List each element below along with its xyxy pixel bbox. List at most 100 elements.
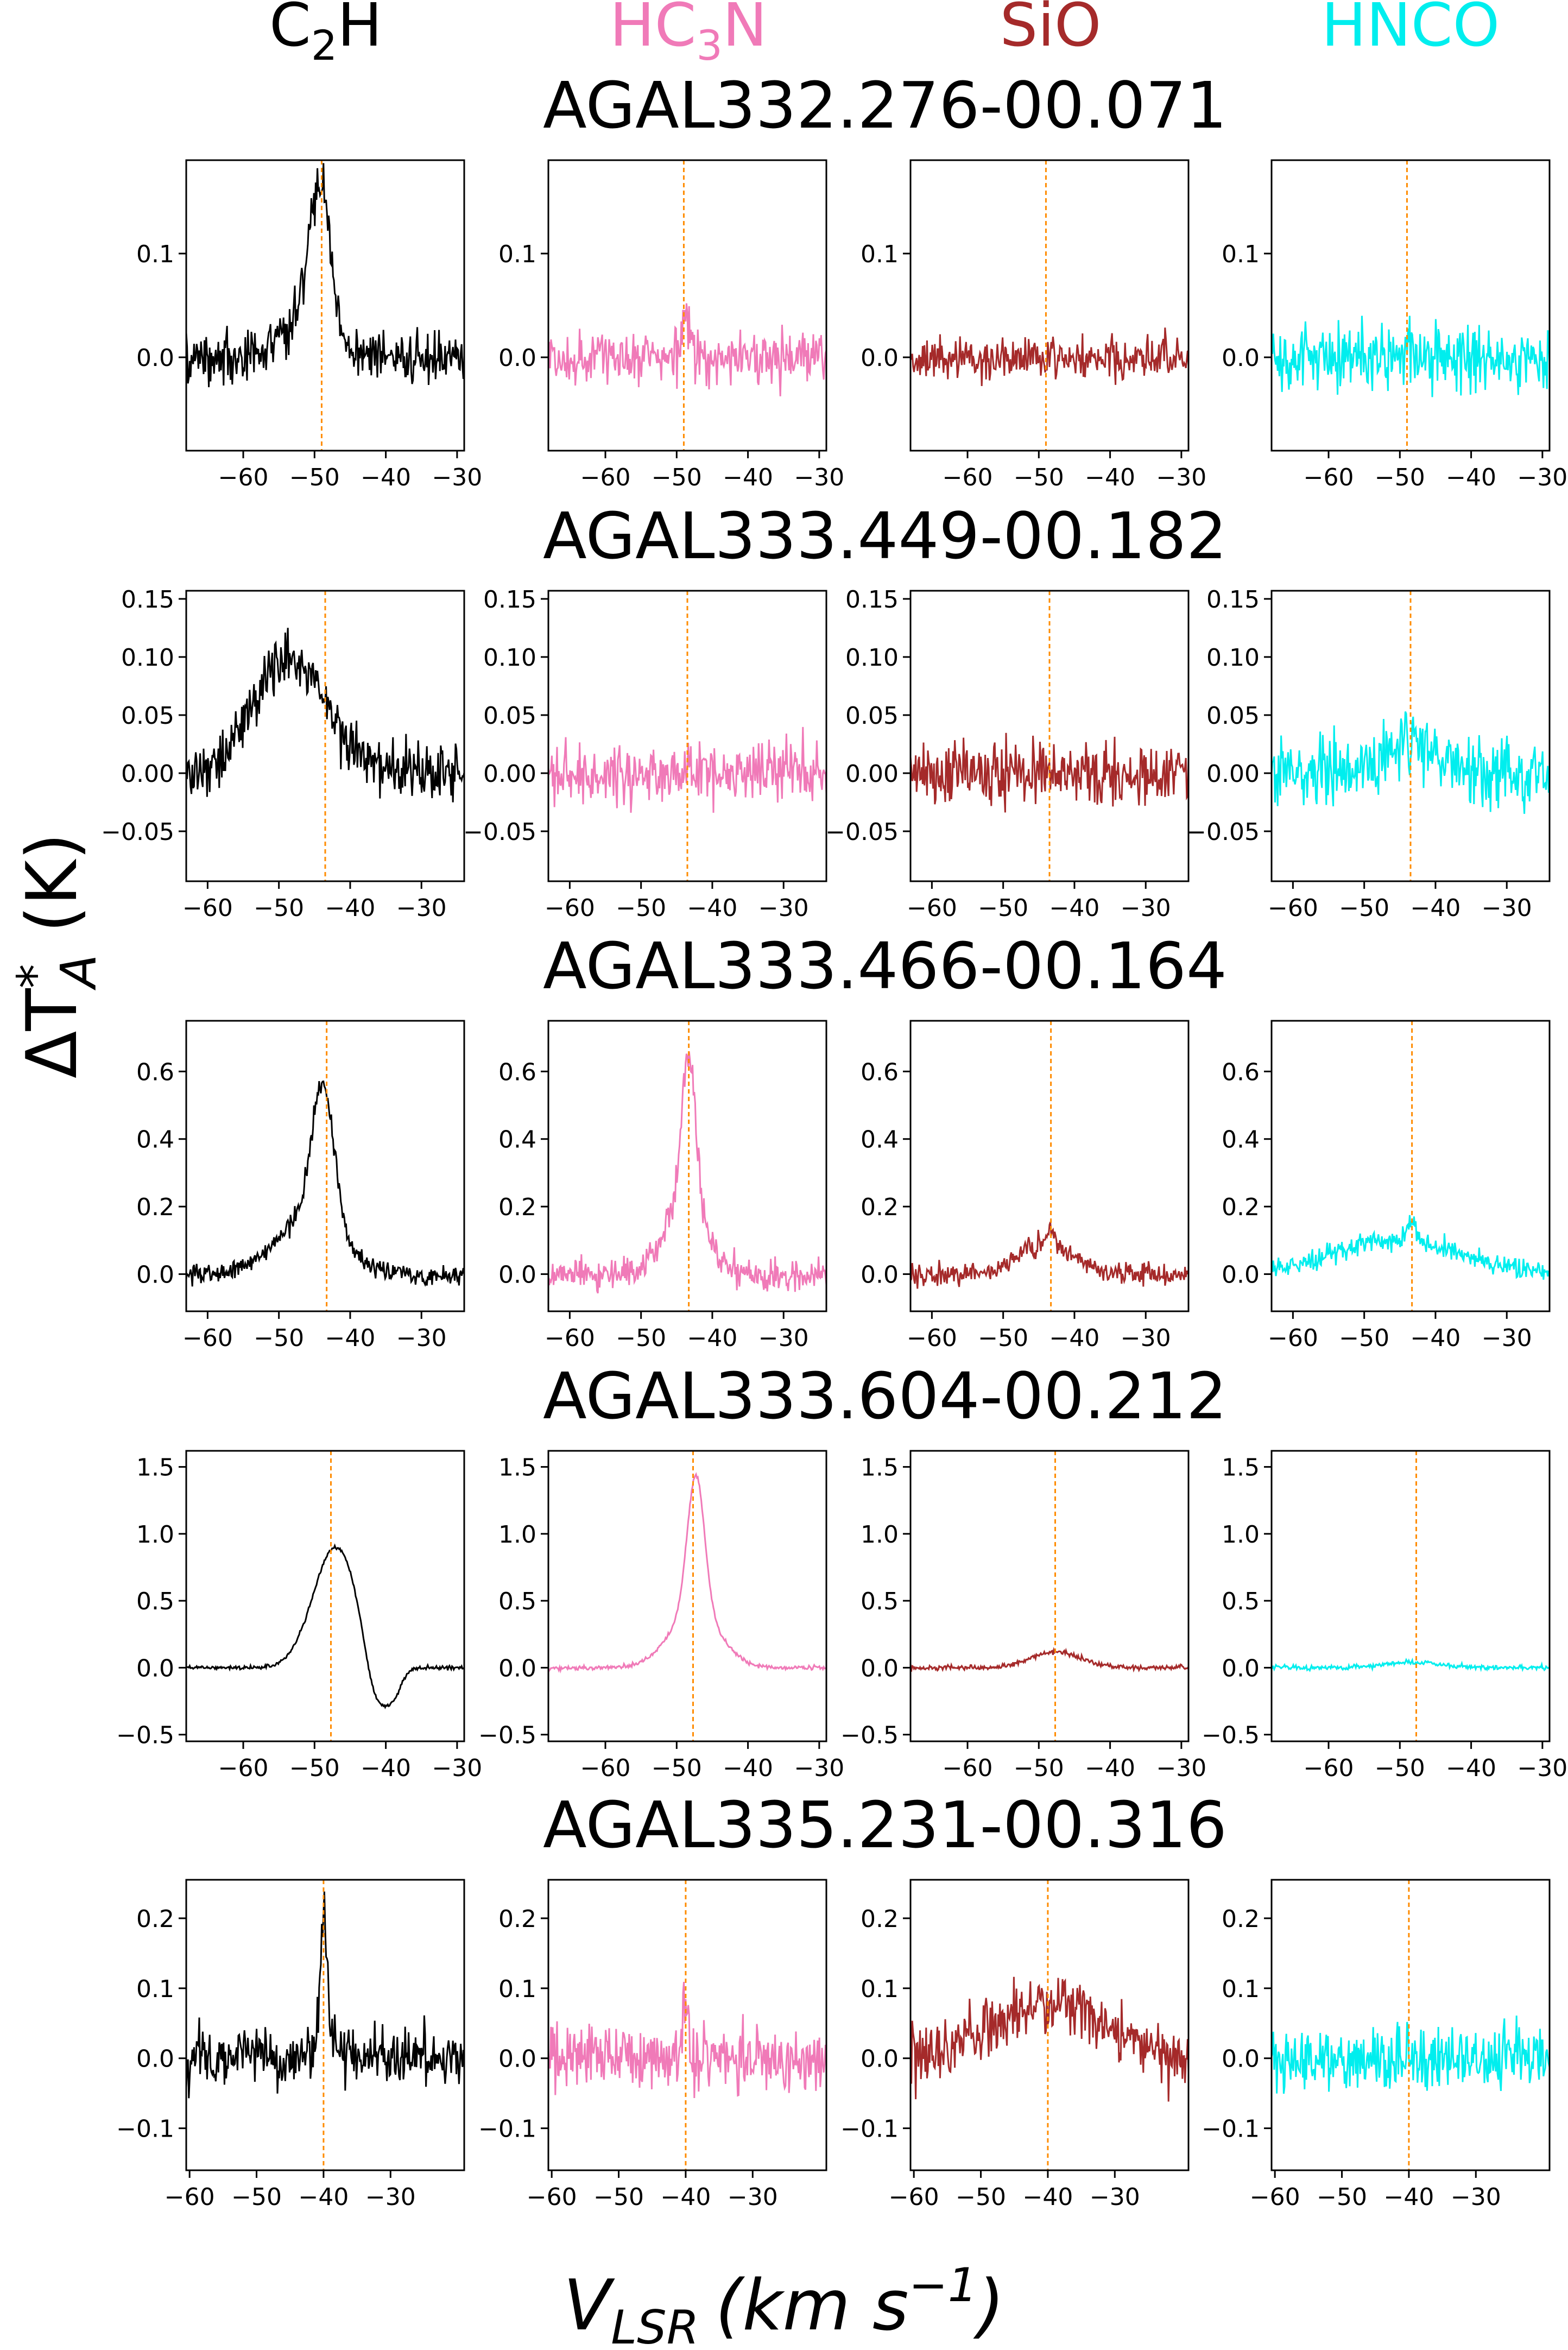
x-tick-label: −60 <box>1268 1324 1318 1352</box>
panel-frame <box>185 590 465 882</box>
spectrum-panel: −60 −50 −40 −30 0.0 0.1 <box>498 159 844 491</box>
y-tick-label: 0.00 <box>845 760 899 788</box>
x-tick-label: −30 <box>396 1324 447 1352</box>
y-tick-label: −0.05 <box>825 818 899 846</box>
y-tick-label: 0.2 <box>861 1905 899 1933</box>
y-tick-label: −0.1 <box>116 2115 174 2143</box>
x-tick-label: −30 <box>432 1754 482 1782</box>
y-tick-label: 0.0 <box>136 2045 174 2073</box>
x-tick-label: −60 <box>907 894 957 922</box>
column-title-hnco: HNCO <box>1322 0 1500 60</box>
y-tick-label: 0.00 <box>121 760 174 788</box>
x-tick-label: −40 <box>361 464 411 491</box>
y-tick-label: 0.0 <box>1222 2045 1260 2073</box>
y-tick-label: 1.5 <box>498 1454 536 1482</box>
x-tick-label: −60 <box>1304 1754 1354 1782</box>
x-tick-label: −60 <box>907 1324 957 1352</box>
y-tick-label: 0.1 <box>861 1975 899 2003</box>
panel-frame <box>547 1450 827 1742</box>
x-tick-label: −50 <box>652 1754 702 1782</box>
x-tick-label: −30 <box>794 1754 844 1782</box>
y-tick-label: 0.1 <box>136 241 174 268</box>
spectrum-line <box>910 327 1190 387</box>
y-tick-label: −0.05 <box>101 818 174 846</box>
x-tick-label: −40 <box>1085 1754 1135 1782</box>
row-AGAL335.231-00.316: AGAL335.231-00.316 −60 −50 −40 −30 −0.1 0.0 0.1… <box>116 1787 1551 2211</box>
row-title: AGAL333.604-00.212 <box>543 1359 1227 1433</box>
y-tick-label: 0.2 <box>498 1905 536 1933</box>
y-tick-label: 0.0 <box>861 1261 899 1289</box>
row-title: AGAL332.276-00.071 <box>543 68 1227 143</box>
x-tick-label: −40 <box>687 894 738 922</box>
x-tick-label: −50 <box>1339 1324 1389 1352</box>
panel-frame <box>547 159 827 452</box>
y-tick-label: 0.10 <box>845 644 899 672</box>
x-tick-label: −50 <box>1317 2183 1367 2211</box>
x-tick-label: −60 <box>182 894 233 922</box>
y-tick-label: −0.1 <box>478 2115 536 2143</box>
x-tick-label: −60 <box>218 464 269 491</box>
y-tick-label: 0.00 <box>483 760 536 788</box>
panel-frame <box>185 1879 465 2171</box>
x-tick-label: −60 <box>165 2183 215 2211</box>
panel-frame <box>547 1879 827 2171</box>
x-tick-label: −40 <box>1446 464 1496 491</box>
x-tick-label: −60 <box>545 1324 595 1352</box>
x-tick-label: −40 <box>723 1754 773 1782</box>
column-title-c2h: C2H <box>269 0 382 70</box>
x-tick-label: −50 <box>289 464 340 491</box>
y-tick-label: 0.1 <box>136 1975 174 2003</box>
spectrum-panel: −60 −50 −40 −30 −0.05 0.00 0.05 0.10 0.15 <box>1186 586 1551 922</box>
spectrum-line <box>909 1221 1190 1289</box>
x-tick-label: −50 <box>1014 464 1064 491</box>
y-tick-label: 0.0 <box>861 1654 899 1682</box>
y-tick-label: 0.1 <box>1222 241 1260 268</box>
y-tick-label: 0.4 <box>136 1126 174 1154</box>
y-tick-label: 0.2 <box>1222 1905 1260 1933</box>
x-tick-label: −30 <box>1482 1324 1532 1352</box>
spectrum-panel: −60 −50 −40 −30 −0.1 0.0 0.1 0.2 <box>1202 1879 1551 2211</box>
y-tick-label: −0.05 <box>463 818 536 846</box>
x-tick-label: −30 <box>1121 894 1171 922</box>
row-title: AGAL333.466-00.164 <box>543 928 1227 1003</box>
spectrum-line <box>185 163 465 388</box>
x-tick-label: −50 <box>652 464 702 491</box>
y-tick-label: 0.6 <box>136 1058 174 1086</box>
x-tick-label: −60 <box>889 2183 939 2211</box>
y-tick-label: 0.1 <box>861 241 899 268</box>
y-tick-label: 0.6 <box>1222 1058 1260 1086</box>
y-tick-label: 0.0 <box>1222 1261 1260 1289</box>
x-tick-label: −30 <box>1121 1324 1171 1352</box>
x-tick-label: −60 <box>218 1754 269 1782</box>
y-tick-label: 0.6 <box>861 1058 899 1086</box>
y-tick-label: 0.0 <box>498 1261 536 1289</box>
spectrum-panel: −60 −50 −40 −30 −0.05 0.00 0.05 0.10 0.15 <box>825 586 1190 922</box>
y-tick-label: 0.0 <box>861 344 899 372</box>
x-tick-label: −40 <box>298 2183 349 2211</box>
x-tick-label: −40 <box>361 1754 411 1782</box>
x-tick-label: −50 <box>978 1324 1028 1352</box>
spectrum-panel: −60 −50 −40 −30 −0.1 0.0 0.1 0.2 <box>840 1879 1190 2211</box>
y-tick-label: 0.5 <box>498 1588 536 1615</box>
panel-frame <box>909 159 1190 452</box>
panel-frame <box>185 1450 465 1742</box>
x-tick-label: −30 <box>758 1324 809 1352</box>
panel-frame <box>1270 1879 1551 2171</box>
x-tick-label: −40 <box>1411 894 1461 922</box>
spectrum-line <box>1270 1657 1550 1672</box>
x-tick-label: −30 <box>728 2183 778 2211</box>
y-tick-label: 0.0 <box>498 344 536 372</box>
y-tick-label: 0.10 <box>121 644 174 672</box>
x-tick-label: −40 <box>660 2183 711 2211</box>
x-tick-label: −50 <box>956 2183 1006 2211</box>
row-AGAL333.449-00.182: AGAL333.449-00.182 −60 −50 −40 −30 −0.05 0.00 0… <box>101 498 1551 922</box>
panel-frame <box>1270 1450 1551 1742</box>
y-tick-label: −0.1 <box>840 2115 899 2143</box>
x-tick-label: −40 <box>325 1324 376 1352</box>
column-title-sio: SiO <box>1000 0 1102 60</box>
y-tick-label: 0.0 <box>1222 1654 1260 1682</box>
y-tick-label: 0.10 <box>483 644 536 672</box>
y-tick-label: 1.0 <box>498 1521 536 1549</box>
x-tick-label: −30 <box>758 894 809 922</box>
y-tick-label: −0.5 <box>116 1722 174 1749</box>
